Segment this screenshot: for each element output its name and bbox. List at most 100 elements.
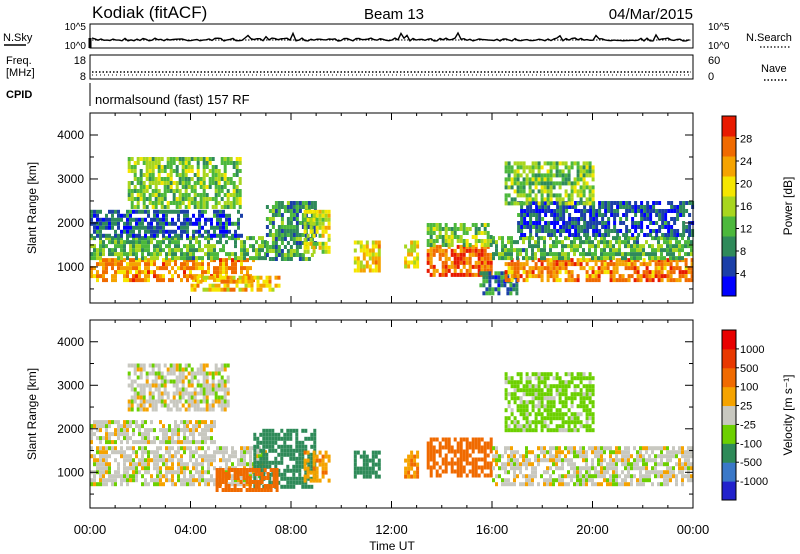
- heatmap-cell: [592, 221, 596, 225]
- heatmap-cell: [268, 249, 272, 253]
- heatmap-cell: [202, 205, 206, 209]
- heatmap-cell: [295, 237, 299, 241]
- heatmap-cell: [516, 173, 520, 178]
- heatmap-cell: [666, 478, 669, 483]
- heatmap-cell: [189, 446, 192, 451]
- heatmap-cell: [429, 239, 433, 243]
- heatmap-cell: [660, 248, 663, 253]
- heatmap-cell: [672, 248, 675, 253]
- heatmap-cell: [471, 473, 475, 478]
- heatmap-cell: [168, 244, 171, 249]
- heatmap-cell: [631, 205, 635, 209]
- heatmap-cell: [531, 181, 535, 186]
- heatmap-cell: [678, 252, 681, 257]
- heatmap-cell: [292, 464, 296, 469]
- heatmap-cell: [168, 258, 171, 263]
- heatmap-cell: [310, 432, 314, 437]
- heatmap-cell: [123, 213, 126, 218]
- heatmap-cell: [208, 181, 212, 185]
- heatmap-cell: [516, 462, 519, 467]
- heatmap-cell: [673, 233, 677, 237]
- heatmap-cell: [292, 201, 296, 205]
- heatmap-cell: [183, 270, 186, 275]
- heatmap-cell: [528, 177, 532, 182]
- heatmap-cell: [610, 205, 614, 209]
- date-title: 04/Mar/2015: [609, 6, 693, 23]
- heatmap-cell: [274, 253, 278, 257]
- heatmap-cell: [147, 270, 150, 275]
- heatmap-cell: [585, 240, 588, 245]
- heatmap-cell: [613, 201, 617, 205]
- heatmap-cell: [249, 462, 252, 467]
- heatmap-cell: [147, 213, 150, 218]
- heatmap-cell: [516, 181, 520, 186]
- heatmap-cell: [517, 229, 521, 233]
- heatmap-cell: [210, 225, 213, 230]
- heatmap-cell: [666, 446, 669, 451]
- heatmap-cell: [127, 383, 131, 388]
- heatmap-cell: [601, 217, 605, 221]
- heatmap-cell: [144, 244, 147, 249]
- heatmap-cell: [645, 252, 648, 257]
- heatmap-cell: [193, 287, 197, 292]
- heatmap-cell: [678, 270, 682, 275]
- heatmap-cell: [666, 458, 669, 463]
- heatmap-cell: [675, 454, 678, 459]
- heatmap-cell: [225, 240, 228, 245]
- heatmap-cell: [253, 432, 257, 437]
- heatmap-cell: [205, 375, 209, 380]
- heatmap-cell: [459, 244, 463, 249]
- heatmap-cell: [183, 478, 186, 483]
- heatmap-cell: [522, 248, 525, 253]
- heatmap-cell: [612, 466, 615, 471]
- heatmap-cell: [129, 248, 132, 253]
- heatmap-cell: [356, 466, 360, 471]
- heatmap-cell: [90, 436, 93, 441]
- heatmap-cell: [510, 262, 514, 267]
- heatmap-cell: [138, 270, 141, 275]
- heatmap-cell: [413, 462, 417, 467]
- heatmap-cell: [217, 287, 221, 292]
- heatmap-cell: [271, 460, 275, 465]
- heatmap-cell: [151, 407, 155, 412]
- heatmap-cell: [259, 275, 263, 280]
- heatmap-cell: [444, 252, 448, 257]
- heatmap-cell: [283, 225, 287, 229]
- heatmap-cell: [243, 252, 246, 257]
- heatmap-cell: [117, 462, 120, 467]
- heatmap-cell: [522, 181, 526, 186]
- heatmap-cell: [157, 387, 161, 392]
- heatmap-cell: [136, 193, 140, 197]
- heatmap-cell: [642, 270, 646, 275]
- heatmap-cell: [613, 229, 617, 233]
- heatmap-cell: [543, 446, 546, 451]
- heatmap-cell: [525, 252, 528, 257]
- heatmap-cell: [166, 185, 170, 189]
- heatmap-cell: [171, 248, 174, 253]
- heatmap-cell: [628, 205, 632, 209]
- heatmap-cell: [130, 403, 134, 408]
- heatmap-cell: [585, 201, 589, 206]
- heatmap-cell: [165, 436, 168, 441]
- heatmap-cell: [479, 283, 483, 288]
- heatmap-cell: [465, 248, 469, 253]
- heatmap-cell: [196, 205, 200, 209]
- heatmap-cell: [669, 270, 673, 275]
- heatmap-cell: [491, 291, 495, 296]
- heatmap-cell: [111, 450, 114, 455]
- heatmap-cell: [529, 221, 533, 225]
- heatmap-cell: [589, 209, 593, 213]
- heatmap-cell: [195, 420, 198, 425]
- heatmap-cell: [168, 450, 171, 455]
- heatmap-cell: [129, 420, 132, 425]
- heatmap-cell: [601, 201, 605, 205]
- heatmap-cell: [181, 383, 185, 388]
- heatmap-cell: [306, 450, 310, 455]
- heatmap-cell: [202, 165, 206, 169]
- heatmap-cell: [99, 262, 102, 267]
- heatmap-cell: [283, 237, 287, 241]
- heatmap-cell: [543, 482, 546, 487]
- heatmap-cell: [531, 256, 534, 261]
- heatmap-cell: [558, 240, 561, 245]
- heatmap-cell: [237, 221, 240, 226]
